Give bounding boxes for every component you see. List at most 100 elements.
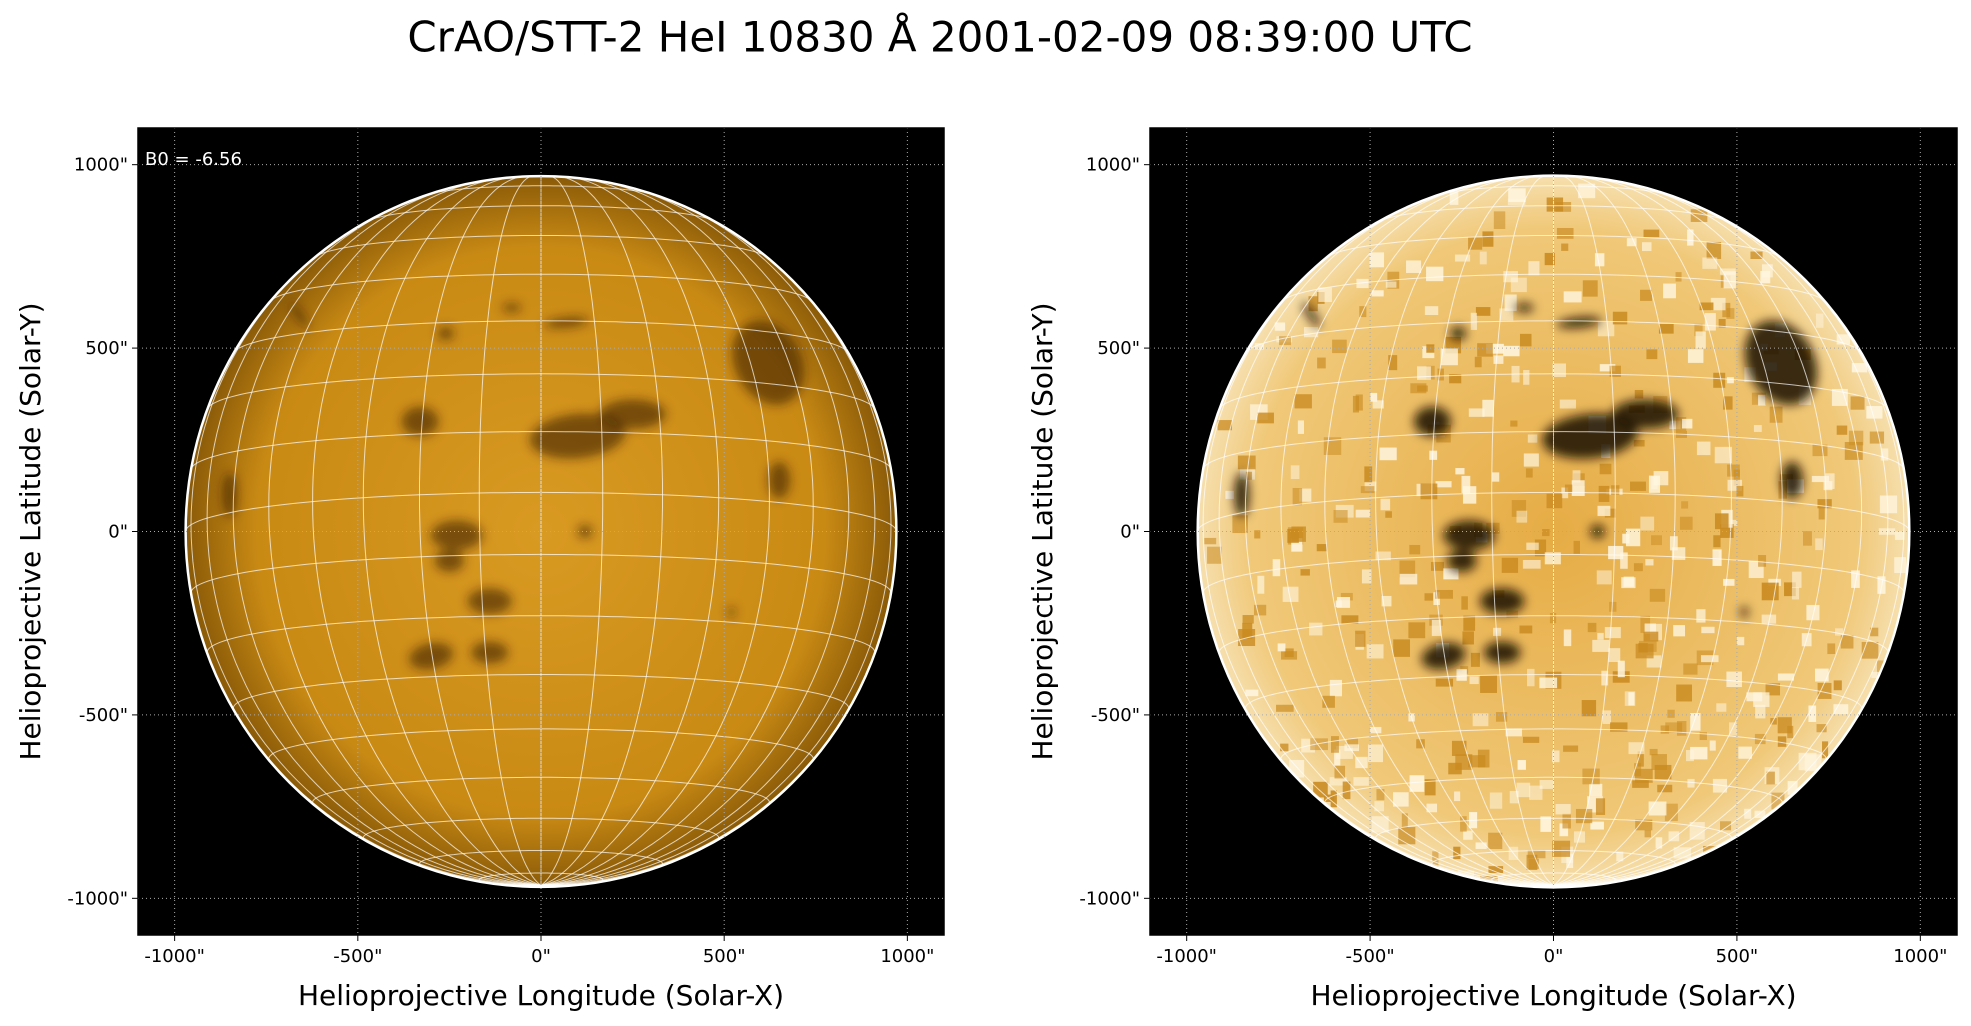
bright-patch [1694, 323, 1703, 337]
bright-patch [1552, 363, 1566, 378]
bright-patch [1544, 252, 1555, 266]
bright-patch [1871, 671, 1883, 678]
bright-patch [1709, 740, 1716, 751]
bright-patch [1517, 760, 1526, 770]
bright-patch [1426, 803, 1438, 813]
meridian [540, 190, 876, 886]
y-tick-label: -1000" [67, 888, 128, 909]
bright-patch [1726, 671, 1742, 688]
bright-patch [1582, 280, 1598, 297]
bright-patch [1654, 764, 1672, 780]
bright-patch [1840, 635, 1854, 649]
bright-patch [1455, 468, 1465, 475]
bright-patch [1527, 434, 1538, 443]
parallel [190, 553, 892, 593]
bright-patch [1420, 483, 1438, 500]
bright-patch [1665, 722, 1683, 733]
dark-feature [1740, 606, 1748, 618]
bright-patch [1461, 596, 1468, 610]
bright-patch [1699, 302, 1714, 311]
parallel [419, 850, 663, 868]
bright-patch [1608, 545, 1624, 560]
bright-patch [1702, 257, 1718, 269]
bright-patch [1777, 673, 1794, 681]
bright-patch [1817, 682, 1832, 699]
bright-patch [1634, 390, 1644, 399]
bright-patch [1689, 822, 1705, 840]
bright-patch [1713, 535, 1721, 548]
bright-patch [1527, 850, 1546, 859]
bright-patch [1482, 399, 1494, 417]
dark-feature [727, 606, 736, 618]
bright-patch [1599, 463, 1612, 475]
bright-patch [1486, 343, 1504, 354]
bright-patch [1432, 851, 1439, 868]
bright-patch [1519, 333, 1532, 347]
bright-patch [1340, 592, 1353, 601]
parallel [1437, 185, 1670, 196]
bright-patch [1675, 417, 1687, 432]
bright-patch [1493, 627, 1502, 637]
bright-patch [1660, 725, 1670, 734]
bright-patch [1245, 471, 1252, 480]
parallel [314, 235, 768, 258]
bright-patch [1714, 513, 1729, 530]
bright-patch [1683, 663, 1698, 675]
bright-patch [1282, 586, 1299, 602]
bright-patch [1424, 779, 1436, 796]
bright-patch [1738, 746, 1752, 759]
meridian [1280, 178, 1554, 886]
bright-patch [1566, 853, 1574, 869]
bright-patch [1416, 739, 1425, 749]
bright-patch [1456, 669, 1467, 681]
bright-patch [1379, 447, 1397, 461]
bright-patch [1539, 780, 1554, 789]
bright-patch [1468, 755, 1486, 768]
bright-patch [1371, 290, 1384, 297]
bright-patch [1329, 679, 1343, 697]
bright-patch [1426, 266, 1444, 282]
bright-patch [1454, 254, 1471, 262]
bright-patch [1825, 473, 1835, 489]
bright-patch [1696, 609, 1706, 623]
bright-patch [1454, 791, 1461, 802]
bright-patch [1836, 334, 1851, 345]
bright-patch [1648, 475, 1661, 493]
meridian [206, 190, 542, 886]
bright-patch [1344, 744, 1359, 752]
bright-patch [1761, 614, 1777, 624]
bright-patch [1879, 495, 1898, 514]
parallel [206, 615, 876, 654]
bright-patch [1744, 808, 1752, 819]
bright-patch [1242, 622, 1253, 639]
bright-patch [1501, 557, 1519, 573]
bright-patch [1701, 626, 1715, 634]
bright-patch [1833, 704, 1849, 715]
bright-patch [1726, 377, 1734, 384]
bright-patch [1207, 546, 1222, 564]
bright-patch [1597, 632, 1604, 640]
bright-patch [1462, 631, 1474, 645]
bright-patch [1254, 530, 1261, 539]
bright-patch [1646, 349, 1658, 360]
bright-patch [1609, 365, 1621, 377]
bright-patch [1818, 507, 1825, 520]
bright-patch [1449, 374, 1462, 384]
bright-patch [1353, 777, 1369, 786]
meridian [478, 176, 542, 886]
dark-feature [1446, 549, 1477, 572]
bright-patch [1369, 252, 1385, 268]
dark-feature [1611, 399, 1679, 429]
bright-patch [1581, 700, 1597, 717]
bright-patch [1310, 738, 1328, 751]
bright-patch [1676, 684, 1692, 702]
bright-patch [1812, 444, 1828, 457]
bright-patch [1571, 480, 1585, 497]
bright-patch [1393, 639, 1411, 657]
bright-patch [1430, 561, 1444, 571]
bright-patch [1409, 544, 1421, 555]
bright-patch [1291, 538, 1303, 552]
meridian [312, 177, 542, 886]
bright-patch [1516, 510, 1528, 523]
